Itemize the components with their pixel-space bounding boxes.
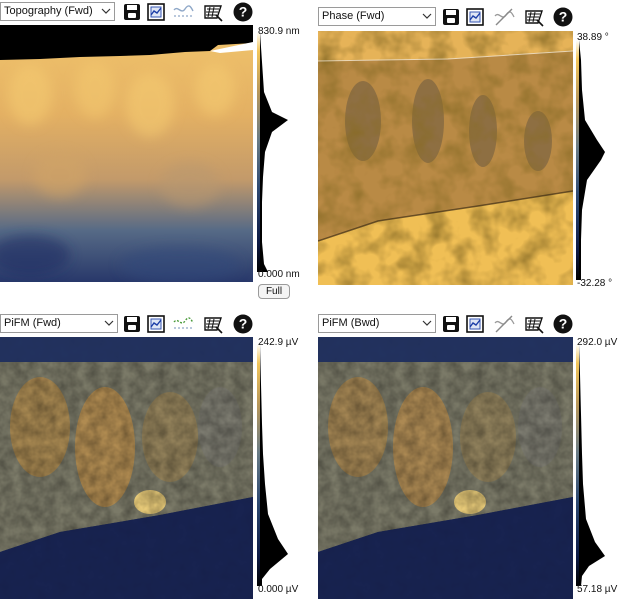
channel-select[interactable]: Topography (Fwd) bbox=[0, 2, 115, 21]
channel-select[interactable]: PiFM (Fwd) bbox=[0, 314, 118, 333]
flatten-button[interactable] bbox=[202, 1, 224, 23]
scale-min-label: 57.18 µV bbox=[577, 584, 618, 595]
pifm-fwd-image[interactable] bbox=[0, 337, 253, 599]
help-button[interactable]: ? bbox=[552, 313, 574, 335]
save-icon bbox=[443, 9, 459, 25]
chart-export-button[interactable] bbox=[464, 6, 486, 28]
scale-max-label: 292.0 µV bbox=[577, 337, 618, 348]
help-icon: ? bbox=[553, 7, 573, 27]
scale-max-label: 242.9 µV bbox=[258, 337, 299, 348]
svg-text:?: ? bbox=[559, 9, 568, 25]
panel-toolbar: Topography (Fwd) bbox=[0, 0, 305, 24]
flatten-icon bbox=[525, 10, 544, 27]
help-icon: ? bbox=[233, 314, 253, 334]
line-profile-button[interactable] bbox=[172, 313, 194, 335]
line-profile-button[interactable] bbox=[493, 313, 515, 335]
pifm-bwd-image[interactable] bbox=[318, 337, 573, 599]
line-profile-icon bbox=[173, 317, 194, 329]
scale-min-label: -32.28 ° bbox=[577, 278, 613, 289]
flatten-button[interactable] bbox=[202, 313, 224, 335]
save-button[interactable] bbox=[121, 313, 143, 335]
chart-export-button[interactable] bbox=[464, 313, 486, 335]
chevron-down-icon bbox=[101, 8, 111, 14]
channel-select-value: Topography (Fwd) bbox=[4, 5, 93, 17]
panel-toolbar: PiFM (Fwd) bbox=[0, 311, 305, 335]
colorbar bbox=[576, 40, 579, 280]
channel-select[interactable]: PiFM (Bwd) bbox=[318, 314, 436, 333]
chart-export-icon bbox=[466, 315, 484, 333]
colorbar bbox=[257, 344, 260, 586]
phase-histogram bbox=[579, 40, 614, 280]
panel-toolbar: Phase (Fwd) bbox=[318, 0, 620, 27]
scale-min-label: 0.000 nm bbox=[258, 269, 300, 280]
line-profile-icon bbox=[494, 8, 515, 26]
full-range-button[interactable]: Full bbox=[258, 284, 290, 299]
flatten-icon bbox=[204, 5, 223, 22]
help-button[interactable]: ? bbox=[232, 1, 254, 23]
pifm-bwd-histogram bbox=[579, 344, 614, 586]
phase-image[interactable] bbox=[318, 31, 573, 285]
chevron-down-icon bbox=[422, 13, 432, 19]
save-button[interactable] bbox=[121, 1, 143, 23]
line-profile-button[interactable] bbox=[172, 1, 194, 23]
colorbar bbox=[257, 32, 260, 272]
channel-select[interactable]: Phase (Fwd) bbox=[318, 7, 436, 26]
channel-select-value: Phase (Fwd) bbox=[322, 10, 385, 22]
height-histogram bbox=[260, 32, 295, 272]
chart-export-button[interactable] bbox=[145, 313, 167, 335]
help-icon: ? bbox=[233, 2, 253, 22]
panel-pifm-bwd: PiFM (Bwd) bbox=[318, 311, 620, 599]
scale-max-label: 38.89 ° bbox=[577, 32, 609, 43]
scale-min-label: 0.000 µV bbox=[258, 584, 299, 595]
svg-text:?: ? bbox=[239, 316, 248, 332]
channel-select-value: PiFM (Fwd) bbox=[4, 317, 61, 329]
chart-export-icon bbox=[147, 315, 165, 333]
chevron-down-icon bbox=[104, 320, 114, 326]
chevron-down-icon bbox=[422, 320, 432, 326]
svg-text:?: ? bbox=[239, 4, 248, 20]
panel-pifm-fwd: PiFM (Fwd) bbox=[0, 311, 305, 599]
line-profile-icon bbox=[494, 315, 515, 333]
flatten-button[interactable] bbox=[523, 313, 545, 335]
save-icon bbox=[443, 316, 459, 332]
pifm-fwd-histogram bbox=[260, 344, 295, 586]
flatten-button[interactable] bbox=[523, 6, 545, 28]
svg-text:?: ? bbox=[559, 316, 568, 332]
line-profile-button[interactable] bbox=[493, 6, 515, 28]
topography-image[interactable] bbox=[0, 25, 253, 282]
colorbar bbox=[576, 344, 579, 586]
channel-select-value: PiFM (Bwd) bbox=[322, 317, 380, 329]
chart-export-button[interactable] bbox=[145, 1, 167, 23]
save-icon bbox=[124, 4, 140, 20]
chart-export-icon bbox=[147, 3, 165, 21]
help-icon: ? bbox=[553, 314, 573, 334]
panel-phase-fwd: Phase (Fwd) bbox=[318, 0, 620, 302]
line-profile-icon bbox=[173, 5, 194, 17]
chart-export-icon bbox=[466, 8, 484, 26]
scale-max-label: 830.9 nm bbox=[258, 26, 300, 37]
flatten-icon bbox=[204, 317, 223, 334]
panel-toolbar: PiFM (Bwd) bbox=[318, 311, 620, 335]
help-button[interactable]: ? bbox=[232, 313, 254, 335]
panel-topography-fwd: Topography (Fwd) bbox=[0, 0, 305, 302]
flatten-icon bbox=[525, 317, 544, 334]
help-button[interactable]: ? bbox=[552, 6, 574, 28]
save-button[interactable] bbox=[440, 6, 462, 28]
save-icon bbox=[124, 316, 140, 332]
save-button[interactable] bbox=[440, 313, 462, 335]
